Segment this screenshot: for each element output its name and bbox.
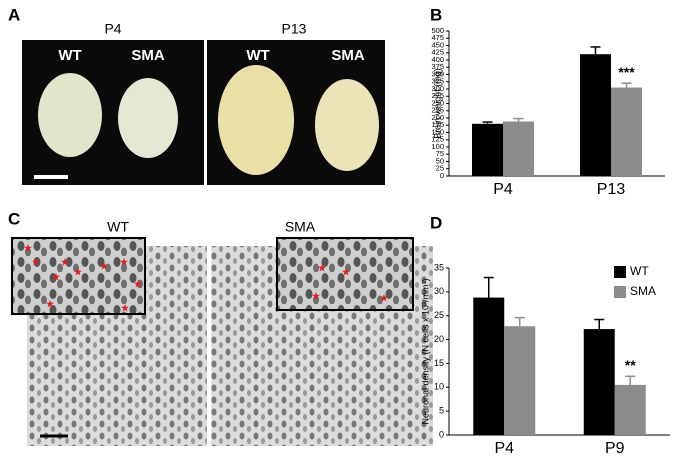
brain [38, 73, 102, 157]
y-tick-label: 25 [436, 164, 444, 173]
brain [118, 78, 178, 158]
legend-label: SMA [630, 284, 656, 298]
y-tick-label: 15 [434, 358, 444, 368]
genotype-label: WT [107, 219, 129, 235]
bar [614, 384, 646, 435]
genotype-label: SMA [285, 219, 316, 235]
significance-label: *** [618, 64, 635, 80]
genotype-label: WT [246, 47, 269, 64]
panel-letter: D [430, 213, 442, 232]
brain [315, 79, 379, 171]
y-tick-label: 275 [431, 91, 444, 100]
y-tick-label: 0 [440, 171, 444, 180]
bar [504, 326, 536, 435]
brain [218, 65, 294, 175]
bar [472, 123, 503, 176]
y-tick-label: 225 [431, 106, 444, 115]
y-tick-label: 450 [431, 40, 444, 49]
genotype-label: SMA [131, 47, 165, 64]
age-label: P4 [104, 21, 121, 37]
y-tick-label: 300 [431, 84, 444, 93]
y-tick-label: 25 [434, 310, 444, 320]
x-tick-label: P9 [605, 440, 625, 457]
y-tick-label: 425 [431, 48, 444, 57]
legend-swatch [614, 266, 626, 278]
y-tick-label: 475 [431, 33, 444, 42]
bar [580, 54, 611, 177]
y-axis-label: Brain weight (mg) [432, 68, 442, 139]
x-tick-label: P4 [493, 181, 513, 198]
panel-letter: B [430, 5, 442, 24]
y-tick-label: 5 [439, 406, 444, 416]
y-tick-label: 100 [431, 142, 444, 151]
y-tick-label: 150 [431, 127, 444, 136]
y-tick-label: 200 [431, 113, 444, 122]
y-tick-label: 50 [436, 156, 444, 165]
inset [11, 237, 146, 315]
y-tick-label: 375 [431, 62, 444, 71]
y-tick-label: 325 [431, 77, 444, 86]
y-tick-label: 175 [431, 120, 444, 129]
x-tick-label: P4 [494, 440, 514, 457]
y-tick-label: 20 [434, 334, 444, 344]
genotype-label: SMA [331, 47, 365, 64]
bar [611, 87, 642, 176]
y-tick-label: 75 [436, 149, 444, 158]
significance-label: ** [625, 357, 636, 373]
legend-swatch [614, 286, 626, 298]
y-tick-label: 500 [431, 26, 444, 35]
y-tick-label: 35 [434, 262, 444, 272]
bar [503, 121, 534, 176]
legend-label: WT [630, 264, 649, 278]
y-axis-label: Neuronal density (N cells x 10³/mm³) [420, 278, 430, 424]
age-label: P13 [282, 21, 307, 37]
y-tick-label: 30 [434, 286, 444, 296]
y-tick-label: 10 [434, 382, 444, 392]
bar [583, 329, 615, 435]
panel-letter: C [8, 209, 20, 228]
bar [473, 297, 505, 435]
y-tick-label: 0 [439, 429, 444, 439]
y-tick-label: 125 [431, 135, 444, 144]
y-tick-label: 250 [431, 98, 444, 107]
panel-letter: A [8, 5, 20, 24]
y-tick-label: 400 [431, 55, 444, 64]
x-tick-label: P13 [597, 181, 626, 198]
genotype-label: WT [58, 47, 81, 64]
y-tick-label: 350 [431, 69, 444, 78]
